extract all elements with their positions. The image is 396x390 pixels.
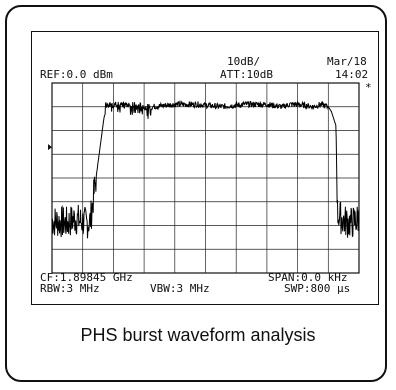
attenuation-label: ATT:10dB xyxy=(220,68,273,81)
ref-level-label: REF:0.0 dBm xyxy=(40,68,113,81)
scale-label: 10dB/ xyxy=(227,55,261,68)
span-label: SPAN:0.0 kHz xyxy=(268,271,348,284)
rbw-label: RBW:3 MHz xyxy=(40,282,100,295)
figure-caption: PHS burst waveform analysis xyxy=(80,325,316,345)
time-label: 14:02 xyxy=(335,68,369,81)
waveform-plot xyxy=(48,82,360,274)
burst-trace xyxy=(51,100,360,239)
sweep-time-label: SWP:800 µs xyxy=(284,282,351,295)
figure-card: REF:0.0 dBm 10dB/ ATT:10dB Mar/18 14:02 … xyxy=(5,5,387,382)
center-frequency-label: CF:1.89845 GHz xyxy=(40,271,133,284)
date-label: Mar/18 xyxy=(327,55,367,68)
marker-symbol: * xyxy=(365,81,372,94)
vbw-label: VBW:3 MHz xyxy=(150,282,210,295)
ref-arrow-icon xyxy=(48,144,52,151)
analyzer-screen: REF:0.0 dBm 10dB/ ATT:10dB Mar/18 14:02 … xyxy=(31,31,379,305)
